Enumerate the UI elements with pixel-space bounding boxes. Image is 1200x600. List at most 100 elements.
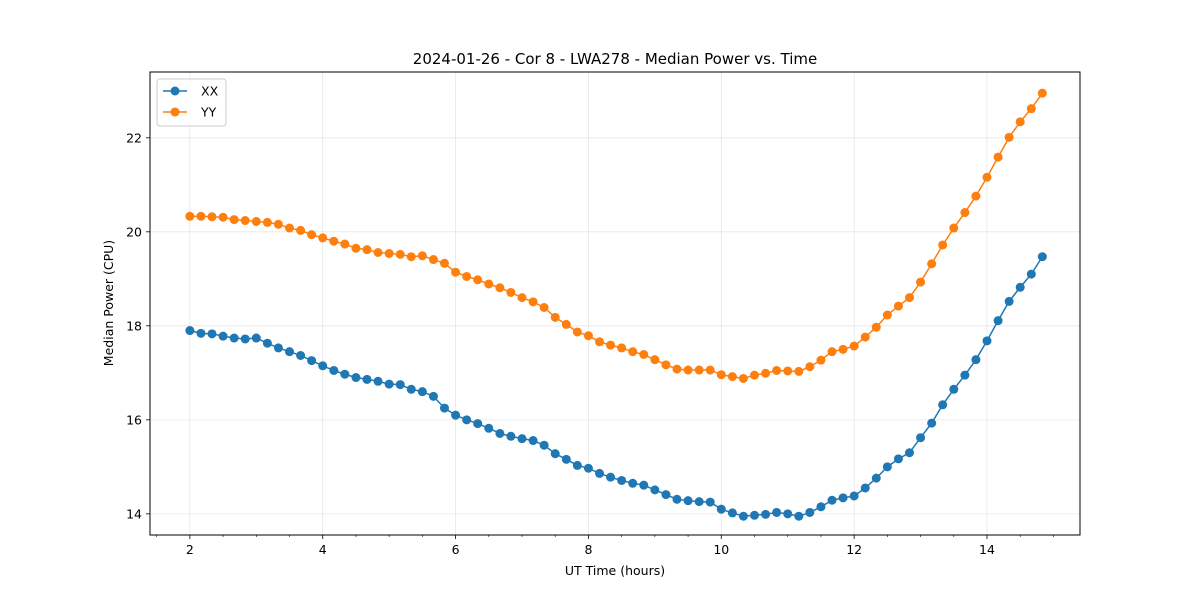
data-point-yy	[251, 216, 261, 226]
data-point-yy	[772, 365, 782, 375]
data-point-yy	[384, 248, 394, 258]
data-point-xx	[340, 369, 350, 379]
data-point-yy	[218, 212, 228, 222]
data-point-xx	[849, 491, 859, 501]
data-point-xx	[827, 495, 837, 505]
data-point-xx	[462, 415, 472, 425]
data-point-yy	[805, 362, 815, 372]
data-point-yy	[307, 230, 317, 240]
data-point-xx	[517, 434, 527, 444]
data-point-yy	[262, 217, 272, 227]
data-point-yy	[273, 219, 283, 229]
y-axis-label: Median Power (CPU)	[101, 240, 116, 366]
data-point-yy	[451, 267, 461, 277]
data-point-yy	[362, 245, 372, 255]
data-point-xx	[960, 370, 970, 380]
data-point-xx	[893, 454, 903, 464]
data-point-xx	[805, 507, 815, 517]
data-point-yy	[694, 365, 704, 375]
data-point-xx	[251, 333, 261, 343]
data-point-yy	[285, 223, 294, 233]
data-point-xx	[262, 338, 272, 348]
data-point-xx	[229, 333, 239, 343]
data-point-yy	[561, 319, 571, 329]
data-point-yy	[683, 365, 693, 375]
data-point-yy	[750, 370, 759, 380]
data-point-yy	[1015, 117, 1025, 127]
x-axis-label: UT Time (hours)	[565, 563, 665, 578]
data-point-xx	[572, 460, 582, 470]
data-point-yy	[506, 287, 516, 297]
data-point-yy	[860, 332, 870, 342]
data-point-yy	[650, 355, 660, 365]
data-point-yy	[1037, 88, 1047, 98]
data-point-yy	[439, 258, 449, 268]
data-point-xx	[1026, 269, 1036, 279]
data-point-xx	[761, 509, 771, 519]
data-point-yy	[495, 283, 505, 293]
data-point-yy	[893, 301, 903, 311]
data-point-xx	[971, 355, 981, 365]
data-point-xx	[362, 374, 372, 384]
data-point-yy	[583, 331, 593, 341]
data-point-xx	[484, 423, 494, 433]
data-point-xx	[716, 504, 726, 514]
data-point-yy	[904, 293, 914, 303]
data-point-xx	[417, 387, 427, 397]
data-point-yy	[1026, 104, 1036, 114]
data-point-yy	[816, 355, 826, 365]
data-point-yy	[938, 240, 948, 250]
data-point-yy	[882, 310, 892, 320]
data-point-xx	[606, 472, 616, 482]
data-point-yy	[351, 243, 361, 253]
data-point-xx	[528, 436, 538, 446]
data-point-xx	[296, 350, 306, 360]
data-point-yy	[827, 347, 837, 357]
data-point-xx	[207, 329, 217, 339]
data-point-yy	[672, 364, 682, 374]
data-point-yy	[960, 208, 970, 218]
x-tick-label: 12	[846, 542, 862, 557]
data-point-xx	[683, 496, 693, 506]
data-point-xx	[595, 468, 605, 478]
data-point-yy	[595, 337, 605, 347]
data-point-xx	[1015, 282, 1025, 292]
data-point-yy	[329, 236, 339, 246]
data-point-xx	[473, 419, 483, 429]
data-point-yy	[185, 211, 195, 221]
series-xx	[185, 252, 1047, 521]
data-point-xx	[783, 509, 793, 519]
data-point-yy	[528, 297, 538, 307]
x-tick-label: 8	[584, 542, 592, 557]
data-point-yy	[982, 172, 992, 182]
data-point-yy	[738, 373, 748, 383]
data-point-yy	[949, 223, 959, 233]
x-tick-label: 6	[452, 542, 460, 557]
y-tick-label: 18	[126, 318, 142, 333]
data-point-yy	[373, 247, 383, 257]
data-point-xx	[672, 494, 682, 504]
data-point-xx	[871, 473, 881, 483]
data-point-xx	[650, 485, 660, 495]
data-point-yy	[428, 255, 438, 265]
y-tick-label: 20	[126, 224, 142, 239]
data-point-yy	[473, 275, 483, 285]
data-point-yy	[871, 322, 881, 332]
legend-marker-yy	[170, 107, 180, 117]
data-point-xx	[738, 511, 748, 521]
data-point-xx	[218, 331, 228, 341]
data-point-xx	[694, 497, 704, 507]
data-point-yy	[340, 239, 350, 249]
data-point-yy	[606, 340, 616, 350]
data-point-xx	[860, 483, 870, 493]
data-point-xx	[351, 373, 361, 383]
data-point-yy	[628, 347, 638, 357]
data-point-xx	[927, 418, 937, 428]
data-point-xx	[583, 463, 593, 473]
data-point-xx	[285, 347, 294, 357]
data-point-yy	[617, 343, 627, 353]
data-point-xx	[904, 448, 914, 458]
x-tick-label: 10	[713, 542, 729, 557]
data-point-yy	[517, 293, 527, 303]
